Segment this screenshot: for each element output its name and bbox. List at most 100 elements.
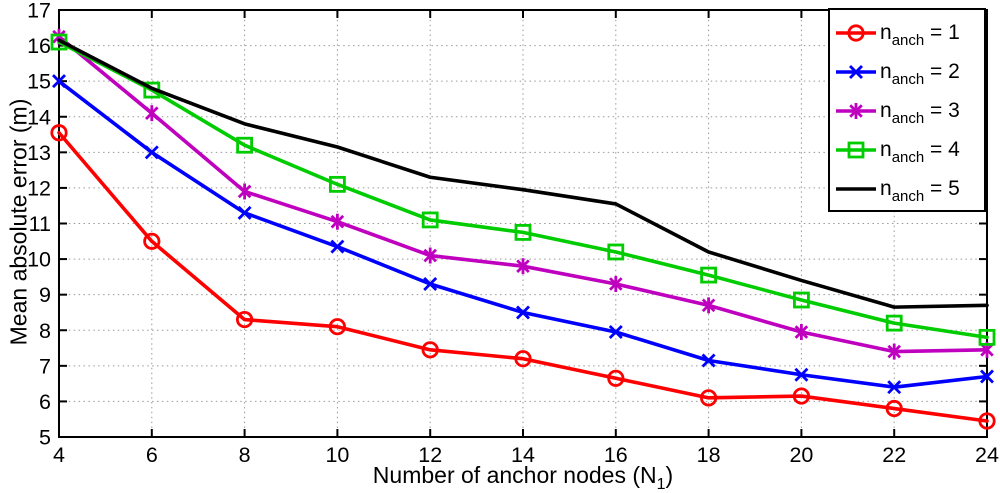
- y-tick-label: 14: [27, 105, 51, 129]
- legend-item-n-anch-5: nanch = 5: [835, 169, 984, 208]
- asterisk-marker: [423, 248, 437, 263]
- legend-swatch: [836, 64, 876, 79]
- x-tick-label: 14: [511, 443, 535, 467]
- square-marker: [978, 328, 996, 346]
- legend-swatch: [836, 102, 876, 119]
- x-tick-label: 4: [53, 443, 65, 467]
- circle-marker: [847, 23, 865, 42]
- square-marker: [421, 211, 439, 229]
- circle-marker: [236, 310, 254, 329]
- x-tick-label: 24: [975, 443, 999, 467]
- y-tick-label: 17: [27, 0, 51, 23]
- series-line: [57, 38, 989, 309]
- x-marker: [794, 367, 809, 382]
- legend-item-n-anch-1: nanch = 1: [835, 13, 984, 52]
- y-tick-label: 5: [39, 426, 51, 450]
- square-marker: [847, 141, 865, 158]
- y-tick-label: 12: [27, 176, 51, 200]
- x-marker: [980, 369, 994, 384]
- series-n-anch-5: [57, 38, 989, 309]
- x-marker: [237, 205, 252, 220]
- asterisk-marker: [516, 259, 530, 273]
- x-marker: [701, 353, 716, 368]
- asterisk-marker: [609, 277, 623, 291]
- legend-label: nanch = 3: [880, 98, 960, 127]
- legend-box: nanch = 1 nanch = 2 nanch = 3 nanch = 4 nanc…: [828, 8, 986, 212]
- legend-item-n-anch-4: nanch = 4: [835, 130, 984, 169]
- circle-marker: [143, 232, 161, 250]
- x-tick-label: 22: [882, 443, 906, 467]
- legend-item-n-anch-2: nanch = 2: [835, 52, 984, 91]
- circle-marker: [885, 399, 903, 418]
- legend-swatch: [836, 23, 876, 42]
- y-tick-label: 13: [27, 141, 51, 165]
- y-tick-label: 7: [39, 354, 51, 378]
- x-marker: [608, 325, 623, 340]
- square-marker: [607, 243, 625, 261]
- circle-marker: [328, 318, 346, 336]
- x-axis-label-close: ): [665, 462, 674, 488]
- asterisk-marker: [701, 298, 716, 313]
- x-tick-label: 6: [146, 443, 158, 467]
- x-marker: [423, 277, 438, 291]
- x-marker: [144, 145, 159, 160]
- y-tick-label: 11: [29, 212, 51, 236]
- square-marker: [514, 223, 532, 241]
- circle-marker: [50, 124, 68, 142]
- circle-marker: [792, 387, 811, 405]
- y-tick-label: 10: [27, 248, 51, 272]
- asterisk-marker: [52, 29, 66, 44]
- square-marker: [885, 314, 903, 332]
- x-tick-label: 10: [325, 443, 349, 467]
- square-marker: [328, 175, 346, 193]
- asterisk-marker: [980, 343, 994, 357]
- legend-label: nanch = 2: [880, 59, 960, 88]
- x-marker: [849, 64, 863, 79]
- series-line: [57, 130, 989, 423]
- legend-label: nanch = 5: [880, 176, 960, 205]
- square-marker: [700, 266, 717, 284]
- x-tick-label: 16: [604, 443, 628, 467]
- series-n-anch-2: [52, 74, 994, 395]
- x-axis-label-subscript: 1: [656, 476, 666, 493]
- x-axis-label: Number of anchor nodes (N1): [372, 462, 674, 493]
- legend-item-n-anch-3: nanch = 3: [835, 91, 984, 130]
- asterisk-marker: [145, 106, 159, 120]
- x-marker: [52, 74, 66, 89]
- series-n-anch-1: [50, 124, 996, 430]
- square-marker: [793, 291, 810, 309]
- circle-marker: [978, 412, 996, 430]
- y-tick-label: 16: [27, 34, 51, 58]
- x-axis-label-text: Number of anchor nodes (N: [372, 462, 657, 488]
- series-line: [57, 40, 989, 340]
- legend-swatch: [836, 141, 876, 158]
- legend-label: nanch = 4: [880, 137, 960, 166]
- x-tick-label: 20: [789, 443, 813, 467]
- y-axis-label: Mean absolute error (m): [5, 98, 32, 346]
- asterisk-marker: [237, 184, 252, 199]
- legend-swatch: [836, 186, 876, 191]
- circle-marker: [514, 350, 532, 368]
- circle-marker: [607, 369, 625, 387]
- asterisk-marker: [330, 214, 345, 229]
- circle-marker: [699, 389, 718, 407]
- y-tick-label: 15: [27, 70, 51, 94]
- x-marker: [330, 239, 345, 254]
- legend-label: nanch = 1: [880, 20, 960, 49]
- asterisk-marker: [887, 344, 901, 359]
- x-tick-label: 8: [239, 443, 251, 467]
- circle-marker: [421, 341, 439, 359]
- y-tick-label: 8: [39, 319, 51, 343]
- y-tick-label: 6: [39, 390, 51, 414]
- asterisk-marker: [849, 103, 863, 118]
- x-marker: [516, 305, 530, 320]
- tick-labels: 4 6 8 10 12 14 16 18 20 22 24 5 6 7 8 9 10 11 12 13 14 15 16 17: [27, 0, 999, 467]
- x-tick-label: 12: [418, 443, 442, 467]
- asterisk-marker: [794, 325, 809, 339]
- x-tick-label: 18: [697, 443, 721, 467]
- y-tick-label: 9: [39, 283, 51, 307]
- axis-box: [58, 9, 988, 438]
- square-marker: [236, 136, 254, 154]
